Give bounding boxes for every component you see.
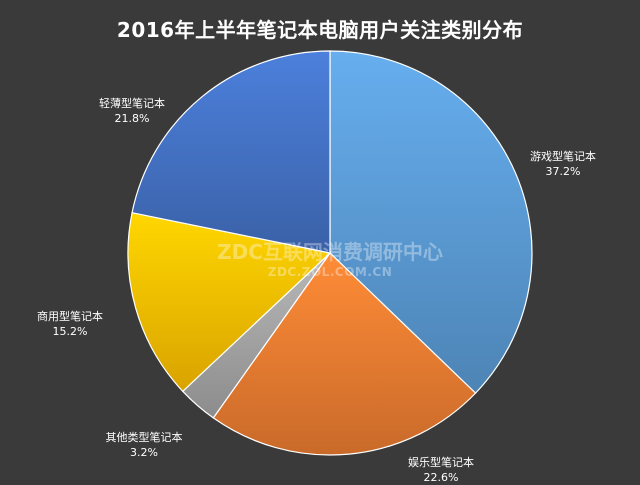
slice-label-2: 娱乐型笔记本 22.6% (408, 455, 474, 485)
slice-label-5: 轻薄型笔记本 21.8% (99, 96, 165, 126)
slice-name: 商用型笔记本 (37, 310, 103, 323)
slice-name: 游戏型笔记本 (530, 150, 596, 163)
pie-slice-2 (212, 252, 477, 456)
slice-name: 其他类型笔记本 (105, 431, 183, 444)
watermark-main-text: ZDC互联网消费调研中心 (217, 240, 443, 264)
slice-percent: 22.6% (423, 471, 459, 484)
slice-label-3: 其他类型笔记本 3.2% (106, 430, 183, 460)
slice-percent: 21.8% (114, 112, 150, 125)
slice-percent: 37.2% (545, 165, 581, 178)
pie-slice-5 (131, 50, 331, 254)
slice-name: 娱乐型笔记本 (408, 456, 474, 469)
slice-name: 轻薄型笔记本 (99, 97, 165, 110)
pie-slice-4 (127, 211, 332, 393)
chart-title: 2016年上半年笔记本电脑用户关注类别分布 (116, 18, 524, 42)
watermark: ZDC互联网消费调研中心 ZDC.ZOL.COM.CN (217, 236, 443, 279)
slice-percent: 3.2% (130, 446, 158, 459)
slice-percent: 15.2% (52, 325, 88, 338)
slice-label-4: 商用型笔记本 15.2% (37, 309, 103, 339)
slice-label-1: 游戏型笔记本 37.2% (530, 149, 596, 179)
pie-slice-1 (329, 50, 533, 394)
watermark-sub-text: ZDC.ZOL.COM.CN (267, 265, 393, 279)
